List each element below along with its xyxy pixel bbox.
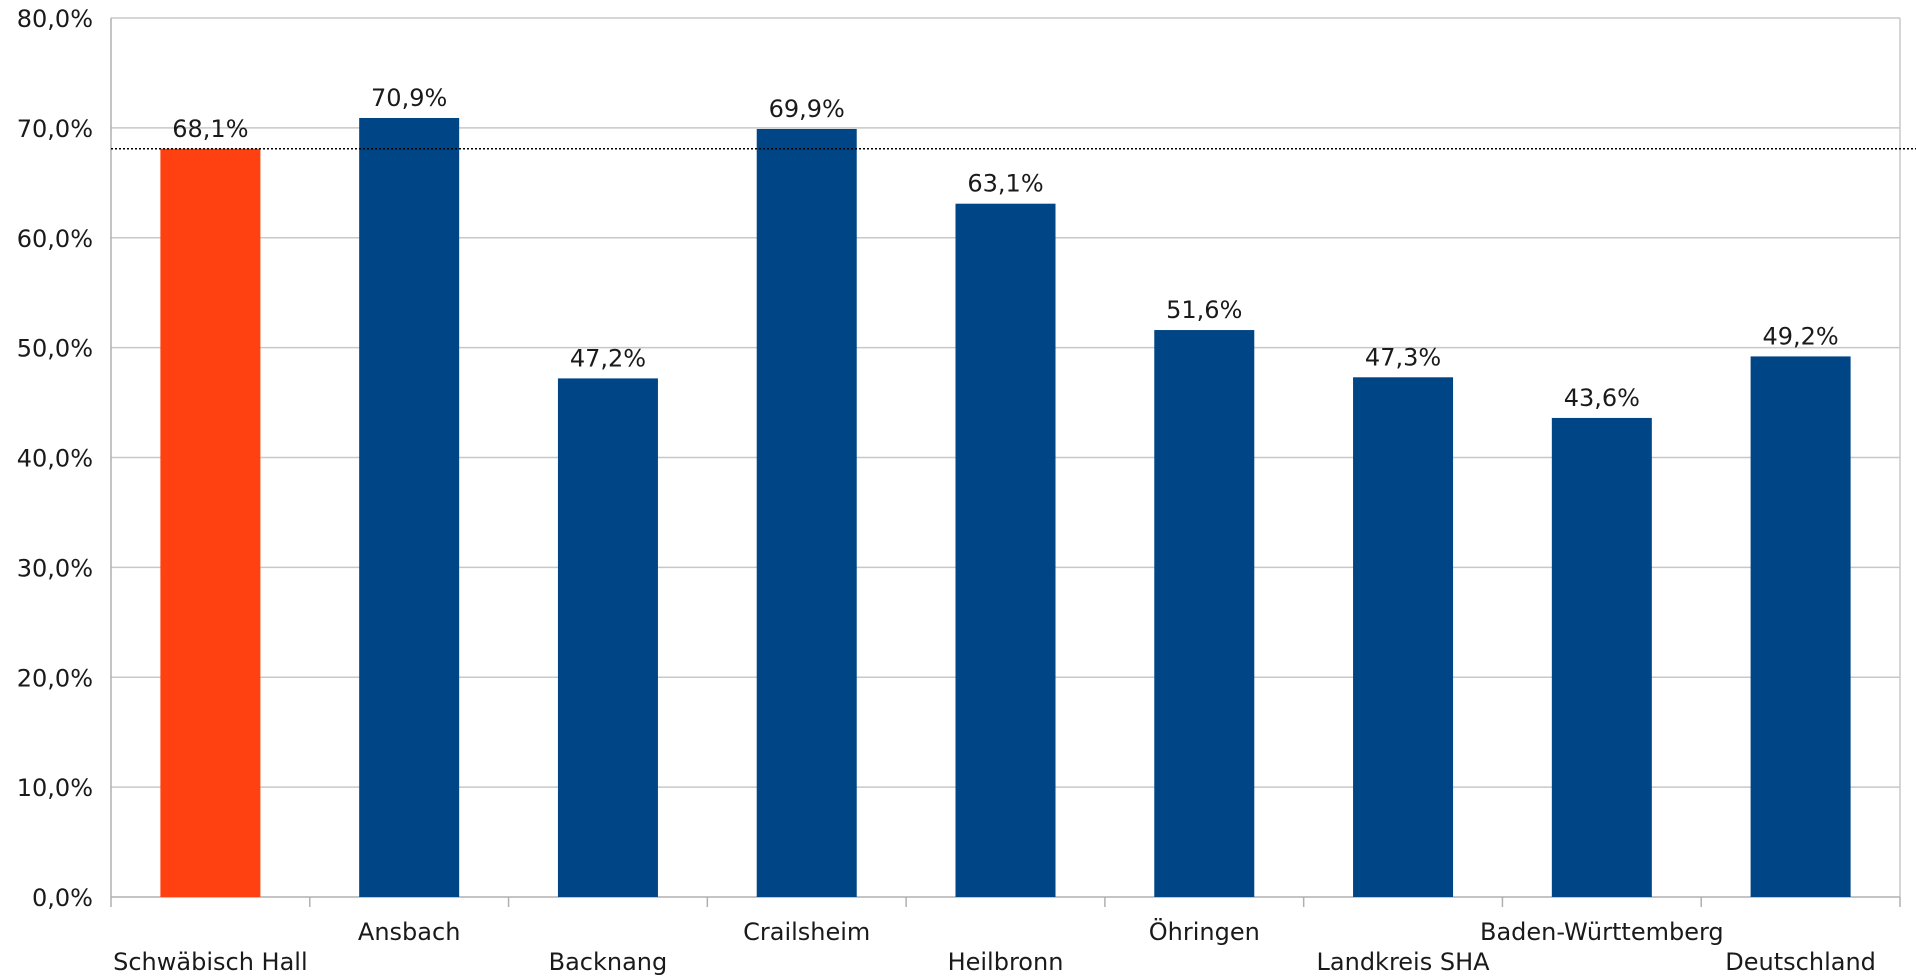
y-axis-tick-labels: 0,0% 10,0% 20,0% 30,0% 40,0% 50,0% 60,0% 70,0% 8… [17, 5, 93, 912]
y-tick-label: 60,0% [17, 225, 93, 253]
y-tick-label: 30,0% [17, 554, 93, 582]
x-tick-label: Heilbronn [948, 948, 1064, 976]
x-axis-tick-labels: Schwäbisch Hall Ansbach Backnang Crailsheim… [113, 917, 1876, 976]
data-label: 68,1% [172, 115, 248, 143]
y-tick-label: 40,0% [17, 445, 93, 473]
x-tick-label: Landkreis SHA [1317, 948, 1491, 976]
x-tick-label: Ansbach [358, 918, 460, 946]
data-labels: 68,1% 70,9% 47,2% 69,9% 63,1% 51,6% 47,3% 43,6%… [172, 84, 1838, 412]
bar [359, 117, 460, 897]
y-tick-label: 50,0% [17, 335, 93, 363]
bar [1353, 377, 1454, 897]
data-label: 70,9% [371, 84, 447, 112]
bar [1551, 417, 1652, 897]
data-label: 43,6% [1564, 384, 1640, 412]
data-label: 49,2% [1762, 322, 1838, 350]
bar [1750, 356, 1851, 897]
data-label: 51,6% [1166, 296, 1242, 324]
y-tick-label: 10,0% [17, 774, 93, 802]
bar [955, 203, 1056, 898]
y-tick-label: 80,0% [17, 5, 93, 33]
x-tick-label: Öhringen [1149, 917, 1260, 946]
bar [557, 378, 658, 897]
data-label: 69,9% [769, 95, 845, 123]
y-tick-label: 20,0% [17, 664, 93, 692]
y-tick-label: 70,0% [17, 115, 93, 143]
data-label: 47,2% [570, 344, 646, 372]
x-tick-label: Baden-Württemberg [1480, 918, 1724, 946]
data-label: 63,1% [967, 170, 1043, 198]
bar [160, 148, 261, 898]
data-label: 47,3% [1365, 343, 1441, 371]
x-tick-label: Schwäbisch Hall [113, 948, 308, 976]
bar [1154, 330, 1255, 897]
y-tick-label: 0,0% [32, 884, 93, 912]
bar [756, 128, 857, 897]
x-tick-label: Deutschland [1725, 948, 1876, 976]
x-tick-label: Backnang [549, 948, 668, 976]
x-tick-label: Crailsheim [743, 918, 870, 946]
bars [160, 117, 1851, 898]
